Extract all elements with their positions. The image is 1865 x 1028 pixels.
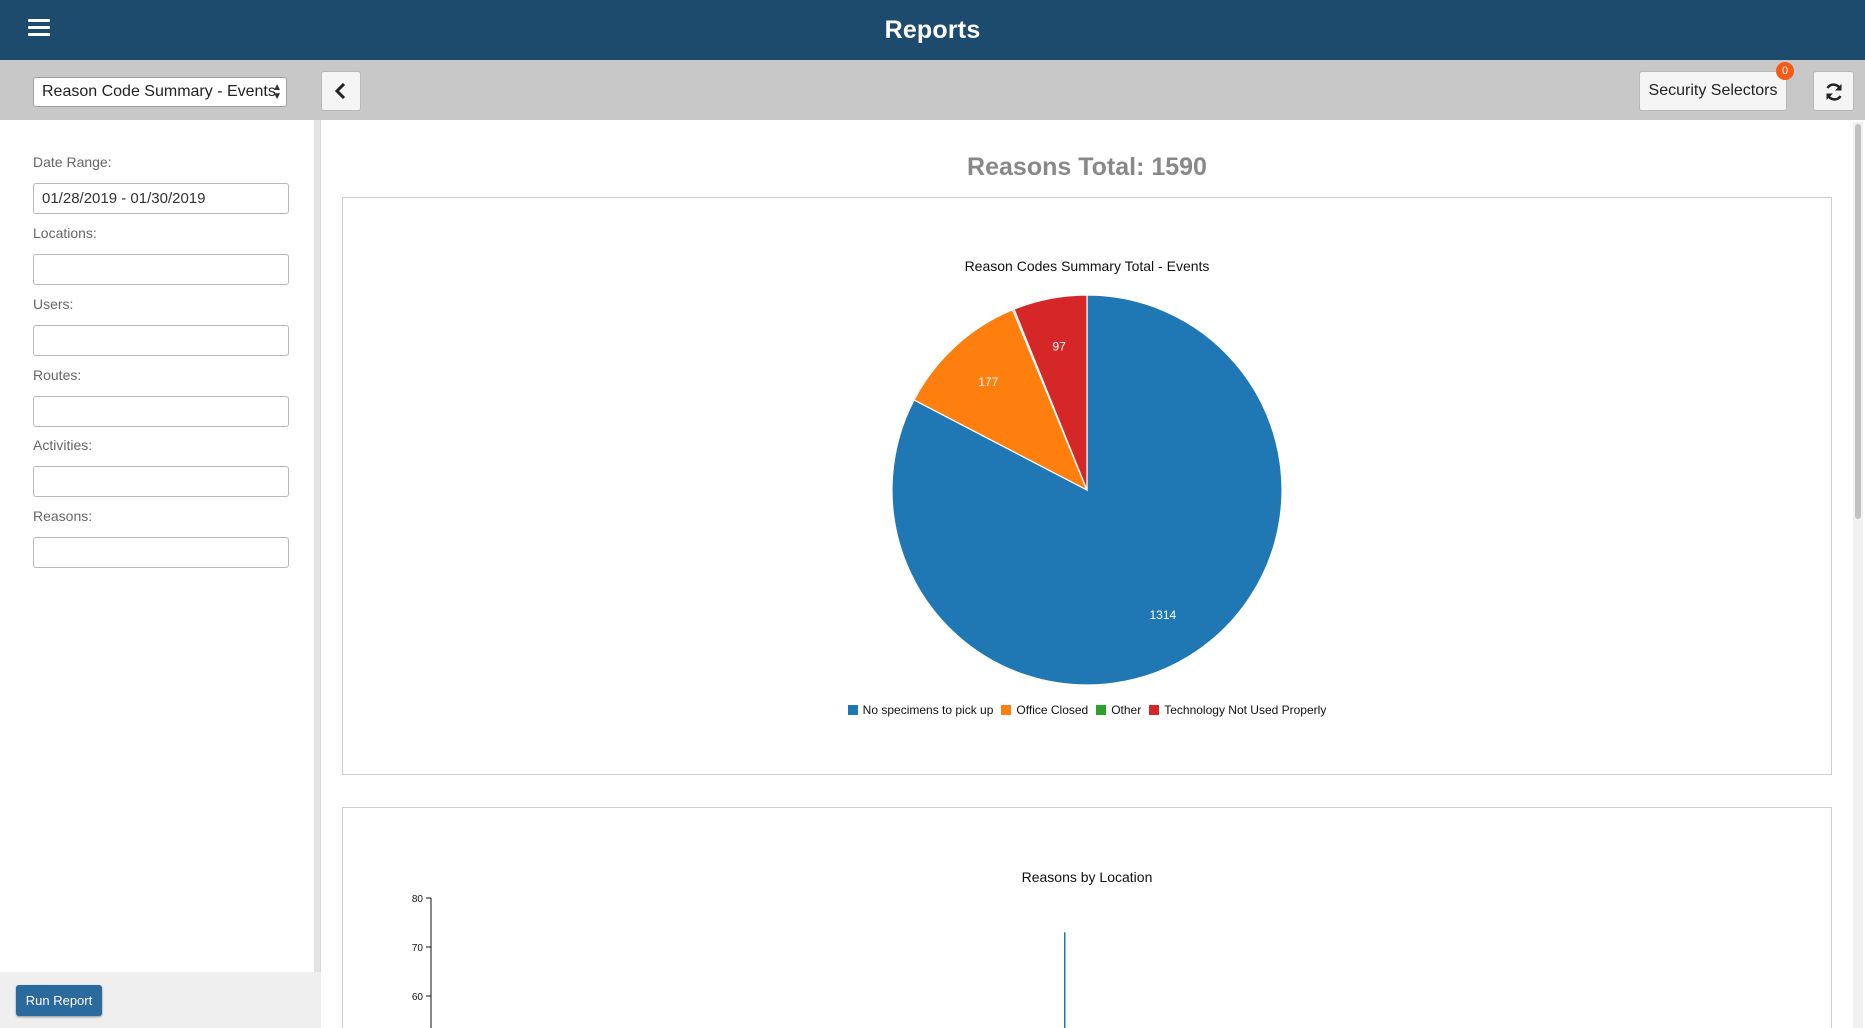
pie-slice-value-label: 1314 xyxy=(1150,608,1177,622)
reasons-total-heading: Reasons Total: 1590 xyxy=(967,153,1207,181)
pie-chart: 1314 177 97 xyxy=(891,294,1283,686)
pie-chart-panel: Reason Codes Summary Total - Events 1314… xyxy=(342,197,1832,775)
y-axis-tick-label: 60 xyxy=(412,992,424,1003)
app-header: Reports xyxy=(0,0,1865,60)
legend-swatch xyxy=(847,705,858,715)
reasons-input[interactable] xyxy=(33,537,289,568)
bar-chart-title: Reasons by Location xyxy=(1021,869,1153,885)
pie-chart-title: Reason Codes Summary Total - Events xyxy=(964,258,1210,274)
y-axis-tick-label: 70 xyxy=(412,943,424,954)
legend-item[interactable]: Technology Not Used Properly xyxy=(1149,703,1326,717)
pie-slice-value-label: 97 xyxy=(1052,339,1066,353)
legend-swatch xyxy=(1149,705,1160,715)
legend-label: Other xyxy=(1111,703,1142,717)
report-select[interactable]: Reason Code Summary - Events ▲ ▼ xyxy=(33,77,287,107)
date-range-input[interactable] xyxy=(33,183,289,214)
reasons-label: Reasons: xyxy=(33,508,93,524)
page-title: Reports xyxy=(884,16,981,44)
scrollbar-thumb[interactable] xyxy=(1855,124,1861,519)
filter-sidebar: Date Range: Locations: Users: Routes: Ac… xyxy=(0,120,321,1028)
bar-chart: 80 70 60 xyxy=(412,894,1066,1028)
chevron-left-icon xyxy=(334,83,346,99)
locations-input[interactable] xyxy=(33,254,289,285)
bar-chart-panel: Reasons by Location 80 70 60 xyxy=(342,807,1832,1028)
users-input[interactable] xyxy=(33,325,289,356)
legend-swatch xyxy=(1001,705,1012,715)
toolbar: Reason Code Summary - Events ▲ ▼ Security… xyxy=(0,60,1865,120)
collapse-sidebar-button[interactable] xyxy=(321,71,361,111)
sidebar-divider xyxy=(314,120,320,1028)
security-selectors-count-badge: 0 xyxy=(1776,62,1794,80)
bar-mark[interactable] xyxy=(1064,932,1066,1028)
routes-label: Routes: xyxy=(33,367,82,383)
activities-label: Activities: xyxy=(33,437,93,453)
hamburger-menu-icon[interactable] xyxy=(28,19,50,41)
main-scrollbar[interactable] xyxy=(1853,122,1863,1028)
users-label: Users: xyxy=(33,296,74,312)
legend-label: Office Closed xyxy=(1016,703,1089,717)
pie-chart-legend: No specimens to pick up Office Closed Othe… xyxy=(343,703,1831,717)
refresh-icon xyxy=(1826,83,1842,101)
routes-input[interactable] xyxy=(33,396,289,427)
legend-label: No specimens to pick up xyxy=(862,703,994,717)
security-selectors-label: Security Selectors xyxy=(1648,82,1778,99)
legend-item[interactable]: Office Closed xyxy=(1001,703,1088,717)
date-range-label: Date Range: xyxy=(33,154,112,170)
select-arrows-icon: ▲ ▼ xyxy=(272,82,282,102)
security-selectors-button[interactable]: Security Selectors xyxy=(1639,71,1787,111)
pie-slice-technology-not-used-properly[interactable] xyxy=(1013,294,1088,491)
pie-slice-value-label: 177 xyxy=(978,375,998,389)
legend-label: Technology Not Used Properly xyxy=(1164,703,1327,717)
refresh-button[interactable] xyxy=(1813,71,1854,111)
pie-slice-office-closed[interactable] xyxy=(913,308,1089,492)
report-select-value: Reason Code Summary - Events xyxy=(42,83,276,100)
activities-input[interactable] xyxy=(33,466,289,497)
y-axis-tick-label: 80 xyxy=(412,894,424,905)
legend-item[interactable]: No specimens to pick up xyxy=(847,703,994,717)
sidebar-footer: Run Report xyxy=(0,972,321,1028)
report-content: Reasons Total: 1590 Reason Codes Summary… xyxy=(327,120,1865,1028)
legend-swatch xyxy=(1096,705,1107,715)
run-report-button[interactable]: Run Report xyxy=(16,985,102,1016)
locations-label: Locations: xyxy=(33,225,97,241)
legend-item[interactable]: Other xyxy=(1096,703,1141,717)
